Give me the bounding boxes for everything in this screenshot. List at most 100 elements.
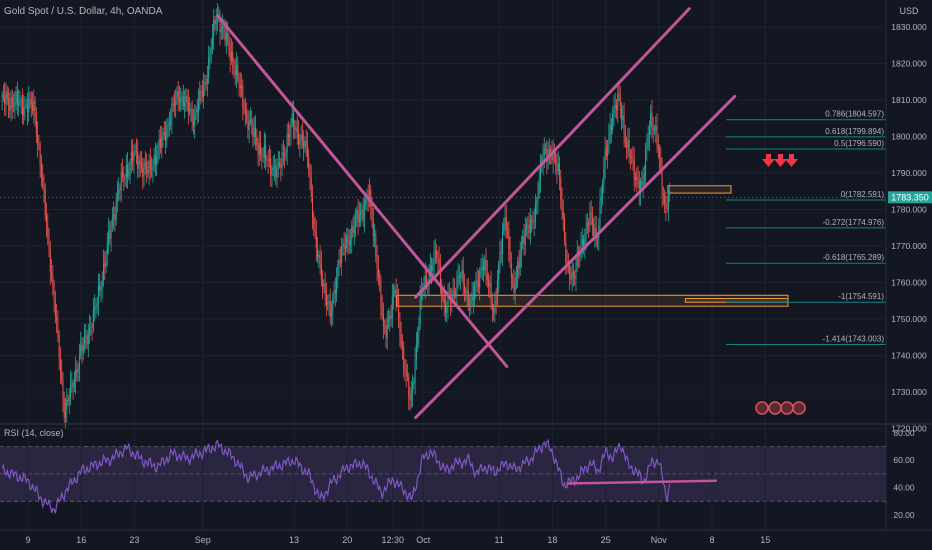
candle-body xyxy=(57,319,59,336)
rsi-tick-label: 60.00 xyxy=(893,455,915,465)
candle-body xyxy=(130,151,132,165)
candle-body xyxy=(647,137,649,146)
candle-body xyxy=(328,300,330,303)
candle-body xyxy=(562,211,564,219)
candle-body xyxy=(300,134,302,139)
candle-body xyxy=(265,144,267,160)
event-marker-icon[interactable] xyxy=(768,401,782,415)
candle-body xyxy=(168,123,170,125)
candle-body xyxy=(80,344,82,356)
event-markers[interactable] xyxy=(755,401,806,415)
candle-body xyxy=(181,96,183,98)
candle-body xyxy=(4,95,6,105)
candle-body xyxy=(460,276,462,278)
descending-line[interactable] xyxy=(216,14,509,368)
candle-body xyxy=(349,240,351,245)
candle-body xyxy=(655,126,657,130)
candle-body xyxy=(617,93,619,111)
candle-body xyxy=(156,156,158,165)
channel-lower[interactable] xyxy=(414,94,737,420)
event-marker-icon[interactable] xyxy=(755,401,769,415)
candle-body xyxy=(266,159,268,161)
candle-body xyxy=(140,163,142,169)
candle-body xyxy=(313,217,315,226)
candle-body xyxy=(637,179,639,182)
candle-body xyxy=(523,236,525,245)
candle-body xyxy=(507,229,509,230)
candle-body xyxy=(515,275,517,285)
time-tick-label: 18 xyxy=(547,535,557,545)
candle-body xyxy=(229,46,231,61)
candle-body xyxy=(455,294,457,296)
candle-body xyxy=(289,133,291,138)
candle-body xyxy=(276,165,278,178)
candle-body xyxy=(292,113,294,127)
candle-body xyxy=(76,369,78,373)
candle-body xyxy=(595,228,597,239)
candle-body xyxy=(201,91,203,97)
candle-body xyxy=(628,140,630,157)
candle-body xyxy=(357,209,359,223)
candle-body xyxy=(258,143,260,155)
candle-body xyxy=(110,225,112,239)
time-tick-label: 25 xyxy=(601,535,611,545)
candle-body xyxy=(48,234,50,250)
fib-level-label: -0.618(1765.289) xyxy=(823,253,885,262)
candle-body xyxy=(1,94,3,98)
rsi-tick-label: 20.00 xyxy=(893,510,915,520)
candle-body xyxy=(493,309,495,313)
candle-body xyxy=(570,277,572,280)
candle-body xyxy=(458,275,460,278)
candle-body xyxy=(494,301,496,313)
candle-body xyxy=(244,110,246,114)
time-axis[interactable]: 9 16 23 Sep 13 20 12:30 Oct 11 18 25 Nov 8 15 xyxy=(25,535,770,545)
price-axis[interactable]: 1830.000 1820.000 1810.000 1800.000 1790.000… xyxy=(891,22,927,434)
candle-body xyxy=(271,170,273,176)
candle-body xyxy=(652,128,654,131)
time-tick-label: 20 xyxy=(342,535,352,545)
candle-body xyxy=(576,252,578,267)
candle-body xyxy=(94,307,96,310)
candle-body xyxy=(574,276,576,279)
candle-body xyxy=(180,97,182,103)
candle-body xyxy=(361,209,363,212)
time-tick-label: Oct xyxy=(416,535,431,545)
event-marker-icon[interactable] xyxy=(780,401,794,415)
candle-body xyxy=(401,346,403,347)
candle-body xyxy=(661,170,663,195)
candle-body xyxy=(467,290,469,306)
candle-body xyxy=(399,318,401,335)
candle-body xyxy=(176,90,178,101)
candle-body xyxy=(660,157,662,171)
candle-body xyxy=(666,208,668,209)
candle-body xyxy=(472,294,474,301)
rsi-divergence-line[interactable] xyxy=(566,479,718,485)
candle-body xyxy=(664,196,666,205)
candle-body xyxy=(555,154,557,166)
candle-body xyxy=(173,104,175,106)
candle-body xyxy=(30,99,32,105)
candle-body xyxy=(317,248,319,257)
candle-body xyxy=(368,189,370,201)
candle-body xyxy=(311,197,313,218)
candle-body xyxy=(286,134,288,152)
channel-upper[interactable] xyxy=(414,7,691,299)
candle-body xyxy=(26,104,28,113)
candle-body xyxy=(382,314,384,327)
event-marker-icon[interactable] xyxy=(792,401,806,415)
candle-body xyxy=(453,290,455,295)
candle-body xyxy=(124,177,126,179)
candle-body xyxy=(14,102,16,107)
candle-body xyxy=(546,148,548,162)
candle-body xyxy=(6,91,8,100)
candle-body xyxy=(58,335,60,359)
candle-body xyxy=(619,96,621,106)
trendlines[interactable] xyxy=(216,7,737,420)
candle-body xyxy=(651,112,653,129)
candle-body xyxy=(633,159,635,181)
candle-body xyxy=(374,234,376,236)
candle-body xyxy=(138,160,140,169)
rsi-axis[interactable]: 80.00 60.00 40.00 20.00 xyxy=(893,428,915,520)
candle-body xyxy=(579,254,581,257)
